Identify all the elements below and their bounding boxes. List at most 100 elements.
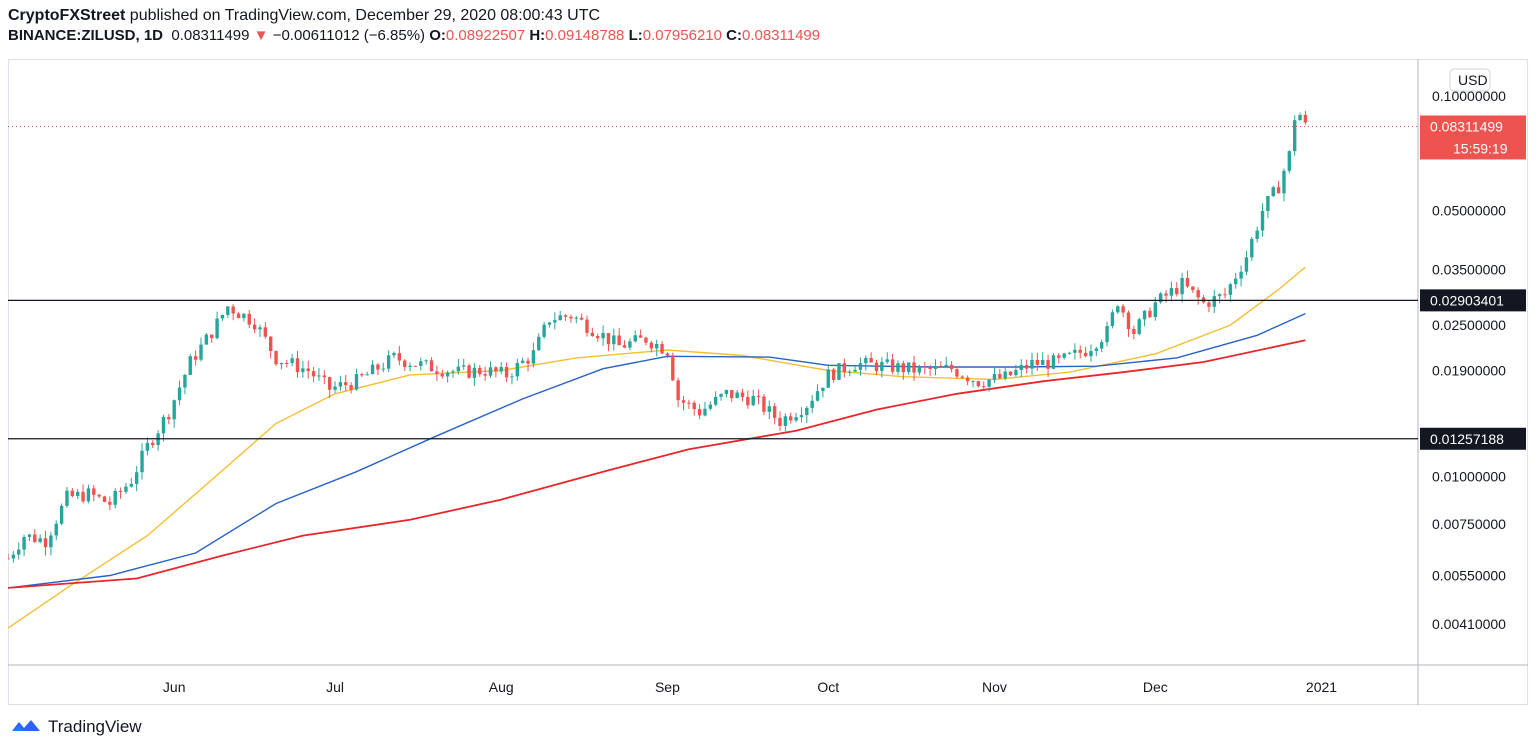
y-tick-label: 0.03500000: [1432, 261, 1506, 277]
candle-body: [949, 364, 954, 370]
candle-body: [349, 385, 353, 390]
close-value: 0.08311499: [741, 27, 821, 44]
candle-body: [1153, 302, 1158, 318]
candle-body: [172, 400, 176, 420]
candle-body: [885, 359, 889, 362]
tradingview-footer[interactable]: TradingView: [10, 717, 142, 737]
candle-body: [113, 490, 117, 505]
candle-body: [161, 416, 166, 434]
candle-body: [65, 490, 69, 506]
currency-button[interactable]: [1449, 68, 1491, 92]
candle-body: [767, 406, 771, 412]
candle-body: [285, 362, 289, 364]
candle-body: [268, 336, 273, 352]
candle-body: [558, 315, 562, 321]
candle-body: [1062, 353, 1066, 358]
candle-body: [1046, 359, 1050, 369]
candle-body: [708, 404, 713, 409]
candle-body: [874, 362, 879, 371]
candle-body: [129, 483, 134, 487]
candle-body: [472, 367, 477, 378]
candle-body: [783, 416, 788, 426]
candle-body: [220, 314, 225, 319]
candle-body: [1303, 114, 1308, 123]
candle-body: [1116, 306, 1120, 313]
candle-body: [1185, 278, 1190, 287]
x-tick-label: Dec: [1143, 679, 1168, 695]
x-tick-label: Sep: [655, 679, 680, 695]
candle-body: [456, 366, 461, 372]
candle-body: [344, 382, 348, 386]
candle-body: [183, 374, 187, 388]
candle-body: [746, 396, 750, 406]
candle-body: [531, 350, 536, 364]
candle-body: [22, 536, 26, 550]
symbol-label[interactable]: BINANCE:ZILUSD, 1D: [8, 27, 164, 44]
candle-body: [655, 343, 659, 349]
candle-body: [1260, 210, 1265, 231]
level-price-label: 0.02903401: [1430, 292, 1504, 308]
candle-body: [590, 332, 595, 337]
candle-body: [102, 496, 107, 502]
candle-body: [478, 367, 482, 375]
candle-body: [574, 317, 578, 319]
candle-body: [290, 358, 294, 364]
candle-body: [59, 505, 64, 524]
candle-body: [998, 374, 1002, 379]
candle-body: [1212, 296, 1216, 307]
candle-body: [301, 368, 305, 373]
candle-body: [1041, 359, 1045, 365]
candle-body: [1223, 294, 1227, 296]
y-tick-label: 0.01000000: [1432, 469, 1506, 485]
chart-area[interactable]: 0.02903401 0.01257188 0.08311499 15:59:19 0…: [6, 59, 1528, 705]
candle-body: [692, 402, 696, 410]
candle-body: [247, 313, 251, 325]
candle-body: [799, 415, 804, 418]
y-tick-label: 0.00550000: [1432, 567, 1506, 583]
candle-body: [75, 491, 80, 497]
candle-body: [11, 554, 16, 559]
y-tick-label: 0.05000000: [1432, 203, 1506, 219]
price-chart-svg[interactable]: 0.02903401 0.01257188 0.08311499 15:59:19 0…: [6, 59, 1528, 705]
candle-body: [1239, 271, 1243, 279]
candle-body: [504, 367, 509, 378]
candle-body: [338, 382, 343, 387]
change-arrow-icon: ▼: [253, 27, 269, 44]
bar-countdown-label: 15:59:19: [1453, 140, 1508, 156]
candle-body: [134, 472, 139, 484]
candle-body: [1191, 286, 1195, 291]
candle-body: [982, 386, 986, 388]
high-label: H:: [529, 27, 546, 44]
candle-body: [992, 374, 997, 380]
candle-body: [1287, 151, 1292, 171]
candle-body: [649, 342, 654, 349]
last-price-tag: [1420, 115, 1526, 160]
candle-body: [1094, 348, 1099, 352]
candle-body: [118, 490, 123, 492]
candle-body: [1083, 352, 1088, 357]
candle-body: [92, 488, 96, 495]
tradingview-brand: TradingView: [48, 717, 142, 736]
candle-body: [660, 343, 664, 354]
publisher-name[interactable]: CryptoFXStreet: [8, 7, 126, 24]
candle-body: [483, 374, 487, 376]
candle-body: [622, 345, 627, 348]
candle-body: [108, 501, 112, 505]
x-tick-label: Jul: [326, 679, 344, 695]
candle-body: [376, 364, 380, 370]
candle-body: [1234, 278, 1238, 285]
candle-body: [408, 365, 412, 367]
candle-body: [928, 367, 932, 369]
candle-body: [520, 360, 525, 363]
candle-body: [435, 371, 439, 374]
candle-body: [124, 486, 128, 492]
candle-body: [842, 363, 847, 373]
last-price: 0.08311499: [171, 27, 250, 44]
candle-body: [429, 360, 434, 372]
candle-body: [1067, 352, 1072, 354]
candle-body: [204, 334, 209, 345]
candle-body: [976, 381, 981, 387]
candle-body: [1073, 349, 1077, 353]
candle-body: [735, 392, 739, 399]
candle-body: [327, 377, 332, 390]
